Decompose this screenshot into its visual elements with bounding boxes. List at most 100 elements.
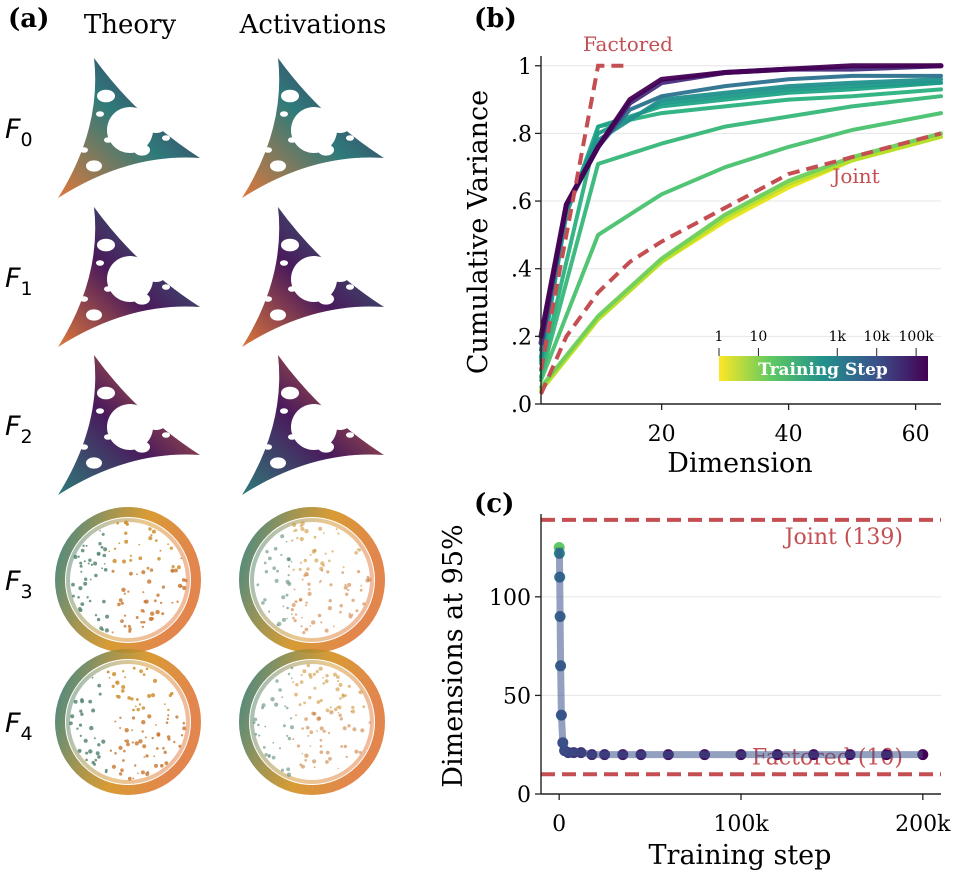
disc-point	[304, 571, 309, 577]
disc-inner-ring	[66, 518, 190, 642]
disc-point	[180, 734, 184, 737]
colorbar-title: Training Step	[758, 360, 888, 380]
disc-point	[103, 568, 108, 572]
disc-point	[140, 620, 143, 624]
disc-point	[79, 709, 83, 713]
disc-point	[309, 625, 312, 627]
disc-point	[282, 617, 286, 622]
disc-point	[338, 682, 343, 687]
disc-point	[358, 690, 363, 695]
disc-point	[325, 750, 330, 755]
disc-point	[83, 581, 88, 586]
disc-point	[80, 712, 84, 716]
disc-point	[171, 565, 175, 569]
disc-point	[93, 561, 98, 566]
disc-point	[95, 751, 100, 756]
disc-point	[286, 772, 292, 777]
disc-point	[292, 738, 295, 741]
disc-point	[170, 691, 174, 696]
fractal-hole	[264, 296, 272, 302]
disc-point	[71, 594, 75, 598]
disc-point	[335, 528, 338, 531]
fractal-hole	[134, 293, 150, 305]
annotation-joint: Joint	[830, 164, 879, 188]
disc-point	[73, 699, 78, 704]
disc-point	[261, 706, 264, 710]
disc-point	[88, 558, 92, 562]
disc-point	[112, 672, 117, 677]
disc-point	[87, 562, 90, 565]
fractal-hole	[330, 119, 350, 133]
disc-point	[294, 600, 298, 604]
disc-point	[163, 750, 167, 754]
disc-point	[354, 551, 358, 555]
disc-point	[337, 712, 340, 714]
panel-a: (a) Theory Activations F0 F1 F2 F3 F4	[5, 4, 386, 795]
disc-point	[322, 564, 325, 567]
disc-point	[129, 554, 132, 557]
disc-point	[339, 697, 342, 700]
disc-ring	[239, 649, 385, 795]
panel-c-label: (c)	[474, 489, 514, 519]
disc-point	[102, 553, 107, 558]
theory-thumb-2	[58, 355, 200, 495]
y-tick-label: .2	[511, 325, 532, 350]
disc-point	[138, 556, 143, 561]
disc-point	[165, 721, 169, 724]
colorbar: Training Step 1 10 1k 10k 100k	[715, 329, 934, 381]
disc-point	[147, 694, 152, 698]
disc-point	[124, 728, 129, 733]
y-tick-label: 50	[503, 684, 531, 709]
disc-point	[166, 735, 171, 739]
x-tick-label: 100k	[713, 812, 769, 837]
disc-point	[97, 755, 101, 759]
disc-point	[132, 777, 135, 780]
disc-point	[141, 730, 144, 733]
disc-point	[78, 586, 83, 591]
disc-point	[167, 543, 170, 546]
disc-point	[322, 676, 324, 679]
disc-point	[316, 700, 321, 704]
disc-point	[79, 564, 83, 568]
disc-point	[264, 570, 269, 574]
disc-point	[287, 574, 290, 577]
fractal-hole	[97, 238, 115, 252]
fractal-hole	[115, 373, 125, 381]
disc-point	[182, 585, 187, 591]
disc-point	[151, 736, 154, 740]
disc-point	[301, 727, 304, 730]
disc-point	[298, 703, 302, 707]
disc-point	[360, 584, 363, 587]
disc-point	[98, 542, 102, 546]
disc-point	[285, 579, 290, 584]
disc-point	[175, 715, 179, 719]
fractal-hole	[270, 457, 286, 469]
disc-point	[263, 598, 267, 602]
disc-point	[302, 669, 307, 674]
training-series-line	[539, 131, 943, 390]
fractal-hole	[104, 137, 112, 143]
fractal-hole	[104, 286, 112, 292]
fractal-hole	[280, 408, 288, 414]
disc-point	[114, 752, 117, 755]
disc-point	[149, 568, 154, 572]
disc-point	[115, 681, 118, 684]
disc-point	[112, 558, 117, 564]
disc-point	[322, 729, 326, 733]
disc-point	[150, 617, 154, 621]
fractal-hole	[318, 441, 334, 453]
panel-c-axes: 0 50 100 0 100k 200k	[489, 514, 951, 837]
disc-point	[77, 555, 80, 558]
fractal-hole	[162, 135, 170, 141]
disc-point	[294, 613, 298, 616]
fractal-hole	[314, 246, 322, 252]
thumbnail-grid: F0 F1 F2 F3 F4	[5, 58, 385, 795]
disc-point	[164, 761, 169, 765]
panel-c-xlabel: Training step	[649, 840, 832, 871]
disc-ring	[55, 649, 201, 795]
fractal-hole	[264, 147, 272, 153]
panel-c-ylabel: Dimensions at 95%	[438, 524, 469, 787]
disc-point	[307, 734, 310, 737]
panel-b-ylabel: Cumulative Variance	[463, 90, 494, 374]
disc-point	[264, 725, 267, 728]
